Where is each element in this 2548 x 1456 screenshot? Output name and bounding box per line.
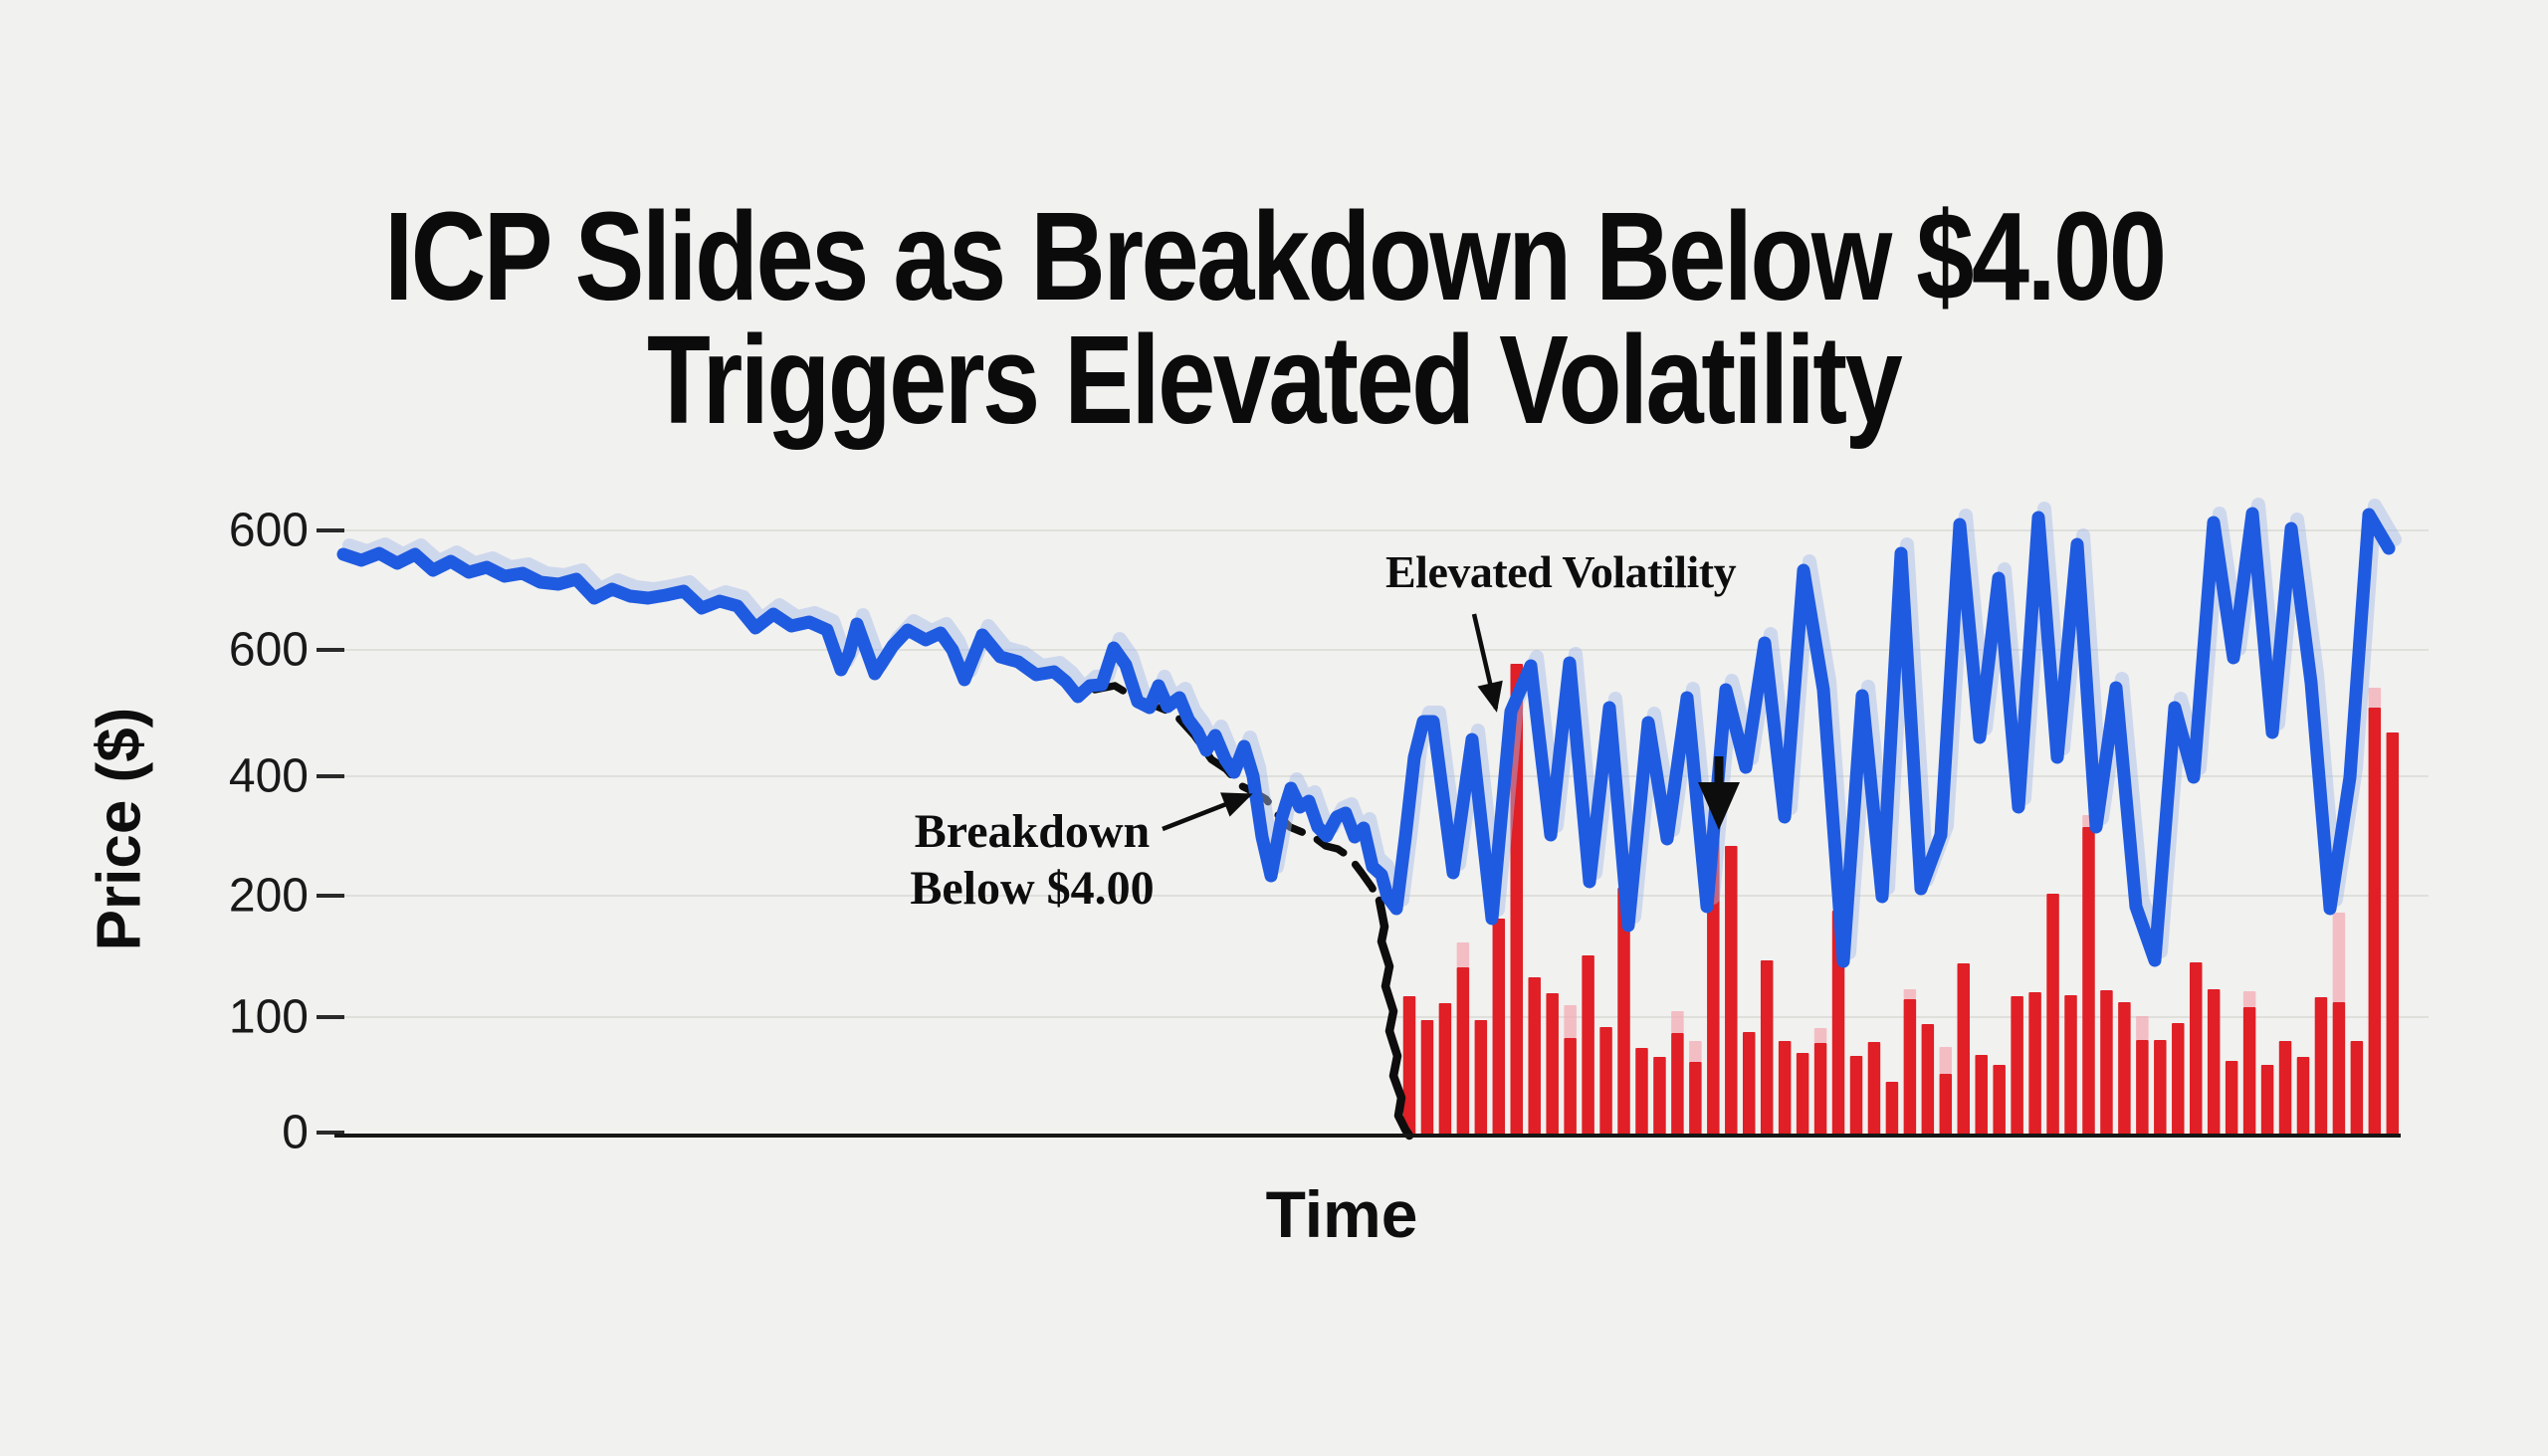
y-tick-label: 400	[228, 749, 309, 803]
y-tick-label: 600	[228, 623, 309, 677]
chart-title: ICP Slides as Breakdown Below $4.00 Trigg…	[0, 186, 2548, 450]
chart-title-line1: ICP Slides as Breakdown Below $4.00	[383, 186, 2167, 326]
annotation-breakdown-line1: Breakdown	[914, 805, 1151, 858]
volatility-bars	[1402, 664, 2400, 1136]
y-axis-ticks	[317, 528, 344, 1135]
price-line-ghost	[342, 498, 2402, 959]
price-line	[336, 507, 2396, 968]
chart-title-line2: Triggers Elevated Volatility	[647, 310, 1903, 450]
annotation-elevated-volatility: Elevated Volatility	[1385, 546, 1737, 597]
annotation-arrows	[1162, 613, 1740, 832]
annotation-breakdown: Breakdown Below $4.00	[910, 804, 1154, 917]
y-tick-label: 200	[228, 869, 309, 923]
y-tick-label: 0	[282, 1106, 309, 1159]
y-tick-label: 100	[228, 990, 309, 1044]
y-tick-label: 600	[228, 504, 309, 557]
volatility-bar-ghosts	[1456, 688, 2382, 1074]
annotation-breakdown-line2: Below $4.00	[910, 861, 1155, 915]
x-axis-title: Time	[1265, 1177, 1418, 1251]
